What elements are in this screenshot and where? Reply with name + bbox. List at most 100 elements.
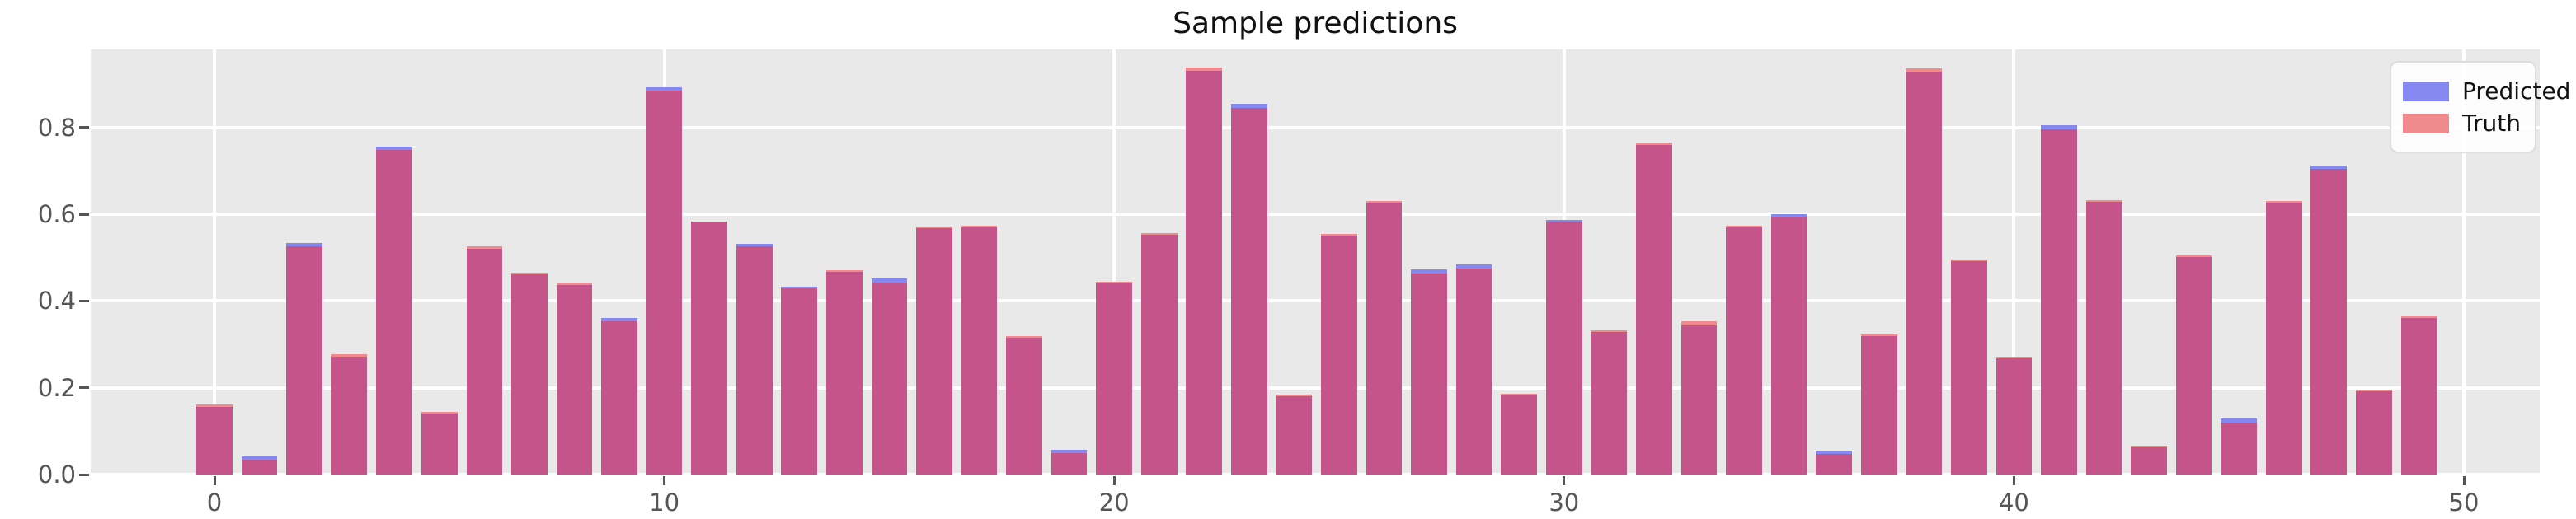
bar-cap-predicted xyxy=(1770,214,1807,217)
bar-overlap-segment xyxy=(1140,234,1178,475)
bar-group xyxy=(1860,334,1897,475)
bar-overlap-segment xyxy=(1906,72,1943,475)
bar-overlap-segment xyxy=(736,245,773,475)
bar-overlap-segment xyxy=(781,288,818,475)
bar-group xyxy=(1231,104,1267,475)
gridline-horizontal xyxy=(91,386,2540,390)
y-tick-mark xyxy=(79,213,89,216)
bar-cap-truth xyxy=(1860,334,1897,336)
bar-cap-truth xyxy=(2356,389,2392,391)
bar-group xyxy=(871,278,908,475)
bar-cap-truth xyxy=(331,354,368,357)
y-tick-label: 0.4 xyxy=(37,287,76,316)
bar-overlap-segment xyxy=(1051,453,1088,475)
legend-swatch-truth-icon xyxy=(2403,113,2449,133)
bar-overlap-segment xyxy=(376,150,413,475)
bar-cap-predicted xyxy=(1816,451,1852,455)
gridline-horizontal xyxy=(91,473,2540,476)
bar-group xyxy=(1276,394,1313,475)
bar-cap-truth xyxy=(511,272,548,274)
x-tick-mark xyxy=(2462,476,2466,485)
bar-group xyxy=(601,318,637,475)
legend-label-predicted: Predicted xyxy=(2462,77,2571,105)
bar-overlap-segment xyxy=(1096,283,1133,475)
bar-cap-truth xyxy=(1140,232,1178,235)
bar-cap-truth xyxy=(1906,68,1943,72)
bar-overlap-segment xyxy=(1186,71,1223,475)
bar-group xyxy=(1140,232,1178,475)
bar-overlap-segment xyxy=(871,282,908,475)
bar-cap-predicted xyxy=(646,86,683,91)
y-tick-mark xyxy=(79,473,89,476)
x-tick-mark xyxy=(663,476,666,485)
bar-group xyxy=(1995,357,2033,475)
bar-overlap-segment xyxy=(1321,235,1357,475)
bar-overlap-segment xyxy=(556,284,593,475)
bar-group xyxy=(2400,316,2437,475)
legend-swatch-predicted-icon xyxy=(2403,81,2449,101)
plot-area xyxy=(91,49,2540,476)
bar-overlap-segment xyxy=(2400,318,2437,475)
bar-overlap-segment xyxy=(1455,269,1492,475)
bar-cap-truth xyxy=(1096,282,1133,284)
bar-cap-truth xyxy=(1501,394,1538,396)
bar-group xyxy=(691,222,727,475)
gridline-horizontal xyxy=(91,125,2540,129)
bar-overlap-segment xyxy=(1411,274,1447,475)
x-tick-label: 30 xyxy=(1549,489,1580,517)
bar-group xyxy=(1681,320,1718,475)
bar-overlap-segment xyxy=(601,320,637,475)
bar-group xyxy=(2131,446,2167,475)
bar-cap-predicted xyxy=(1455,264,1492,269)
bar-group xyxy=(1906,68,1943,475)
bar-overlap-segment xyxy=(1951,261,1987,475)
bar-overlap-segment xyxy=(1366,203,1403,475)
y-tick-mark xyxy=(79,126,89,129)
bar-group xyxy=(511,272,548,475)
bar-overlap-segment xyxy=(1770,217,1807,475)
bar-overlap-segment xyxy=(2221,422,2258,475)
bar-group xyxy=(376,147,413,475)
bar-overlap-segment xyxy=(1681,325,1718,475)
y-tick-label: 0.0 xyxy=(37,461,76,489)
legend-label-truth: Truth xyxy=(2462,110,2521,137)
bar-cap-truth xyxy=(1636,142,1672,145)
y-tick-label: 0.8 xyxy=(37,113,76,142)
bar-cap-truth xyxy=(1681,320,1718,326)
bar-overlap-segment xyxy=(2085,202,2122,475)
bar-overlap-segment xyxy=(1276,395,1313,475)
x-tick-mark xyxy=(1112,476,1116,485)
bar-group xyxy=(1411,269,1447,475)
bar-cap-truth xyxy=(1276,394,1313,396)
bar-overlap-segment xyxy=(2310,168,2348,475)
bar-cap-predicted xyxy=(1051,450,1088,454)
bar-overlap-segment xyxy=(2175,256,2212,475)
bar-group xyxy=(916,226,952,475)
bar-cap-predicted xyxy=(2041,125,2077,129)
bar-cap-predicted xyxy=(601,318,637,321)
bar-cap-truth xyxy=(2085,200,2122,203)
bar-overlap-segment xyxy=(1591,331,1628,475)
bar-overlap-segment xyxy=(331,356,368,475)
bar-overlap-segment xyxy=(1995,358,2033,475)
bar-overlap-segment xyxy=(1816,454,1852,475)
x-tick-label: 50 xyxy=(2448,489,2480,517)
bar-cap-truth xyxy=(466,245,503,250)
x-tick-label: 0 xyxy=(206,489,223,517)
bar-group xyxy=(1545,220,1582,475)
bar-cap-truth xyxy=(1006,335,1042,339)
bar-group xyxy=(331,354,368,475)
bar-group xyxy=(1051,450,1088,475)
bar-cap-truth xyxy=(556,283,593,285)
bar-cap-truth xyxy=(2265,200,2302,203)
bar-overlap-segment xyxy=(466,249,503,475)
y-tick-label: 0.6 xyxy=(37,200,76,229)
bar-cap-predicted xyxy=(376,147,413,151)
bar-cap-truth xyxy=(196,404,233,408)
bar-cap-truth xyxy=(961,225,998,227)
bar-overlap-segment xyxy=(1501,395,1538,475)
bar-group xyxy=(1951,260,1987,475)
bar-cap-truth xyxy=(1321,233,1357,236)
x-tick-mark xyxy=(213,476,216,485)
bar-group xyxy=(1186,68,1223,475)
